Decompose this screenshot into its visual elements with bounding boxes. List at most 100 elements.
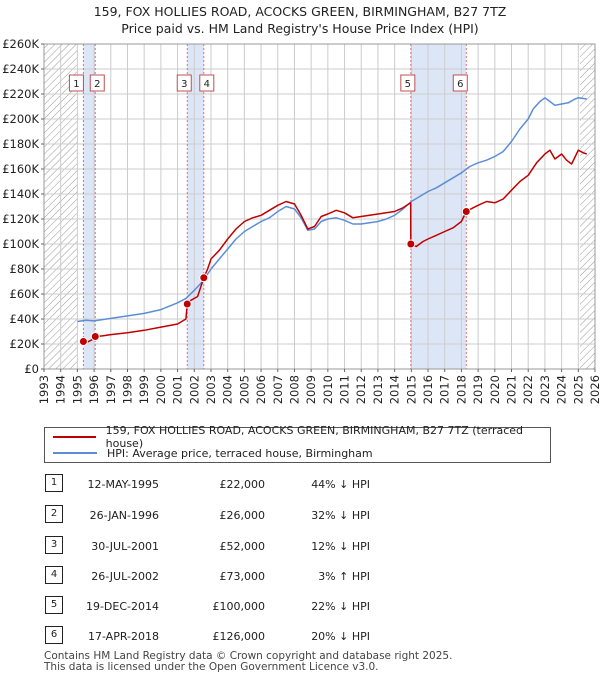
legend-swatch-property xyxy=(53,436,96,438)
x-tick-label: 2001 xyxy=(171,375,185,404)
x-tick-label: 2015 xyxy=(404,375,418,404)
table-row: 1 12-MAY-1995 £22,000 44% ↓ HPI xyxy=(0,474,600,498)
transaction-label-box-2 xyxy=(89,74,105,92)
x-tick-label: 2016 xyxy=(421,375,435,404)
shaded-band-0 xyxy=(83,44,96,369)
x-tick-label: 2000 xyxy=(154,375,168,404)
transaction-label-4: 4 xyxy=(204,79,210,90)
x-tick-label: 1993 xyxy=(37,375,51,404)
row-hpi-change: 12% ↓ HPI xyxy=(311,540,370,553)
x-tick-label: 2005 xyxy=(237,375,251,404)
y-tick-label: £180K xyxy=(2,137,39,151)
x-tick-label: 2018 xyxy=(454,375,468,404)
row-price: £100,000 xyxy=(212,600,266,613)
price-chart: 1 2 3 4 5 6 £0 £20K £40K £60K £80K £100K £120K £140K… xyxy=(2,37,600,404)
row-date: 30-JUL-2001 xyxy=(91,540,159,553)
series-line-hpi xyxy=(77,97,587,323)
transaction-label-box-4 xyxy=(199,74,215,92)
transaction-label-6: 6 xyxy=(457,79,463,90)
y-tick-label: £240K xyxy=(2,62,39,76)
legend-item-property: 159, FOX HOLLIES ROAD, ACOCKS GREEN, BIR… xyxy=(45,424,550,450)
row-price: £52,000 xyxy=(219,540,266,553)
x-tick-label: 1997 xyxy=(104,375,118,404)
y-tick-label: £40K xyxy=(10,312,40,326)
footer-attribution: Contains HM Land Registry data © Crown c… xyxy=(44,651,452,673)
x-tick-label: 2026 xyxy=(588,375,600,404)
y-tick-label: £100K xyxy=(2,237,39,251)
table-row: 3 30-JUL-2001 £52,000 12% ↓ HPI xyxy=(0,536,600,560)
y-tick-label: £220K xyxy=(2,87,39,101)
y-tick-label: £80K xyxy=(10,262,40,276)
shaded-band-2 xyxy=(410,44,467,369)
row-date: 17-APR-2018 xyxy=(87,630,159,643)
legend-item-hpi: HPI: Average price, terraced house, Birm… xyxy=(45,445,373,461)
row-hpi-change: 20% ↓ HPI xyxy=(311,630,370,643)
x-tick-label: 2007 xyxy=(271,375,285,404)
y-tick-label: £20K xyxy=(10,337,40,351)
transaction-marker-2 xyxy=(90,332,100,341)
y-tick-label: £200K xyxy=(2,112,39,126)
footer-line1: Contains HM Land Registry data © Crown c… xyxy=(44,650,453,662)
row-price: £22,000 xyxy=(219,478,266,491)
hatched-region-1 xyxy=(579,44,595,369)
transaction-marker-6 xyxy=(461,207,471,216)
row-price: £73,000 xyxy=(219,570,266,583)
x-tick-label: 1996 xyxy=(87,375,101,404)
x-tick-label: 2006 xyxy=(254,375,268,404)
transaction-label-5: 5 xyxy=(405,79,411,90)
row-price: £126,000 xyxy=(212,630,266,643)
x-tick-label: 2012 xyxy=(354,375,368,404)
transaction-label-1: 1 xyxy=(73,79,79,90)
y-tick-label: £0 xyxy=(24,362,39,376)
table-row: 4 26-JUL-2002 £73,000 3% ↑ HPI xyxy=(0,566,600,590)
x-tick-label: 2009 xyxy=(304,375,318,404)
x-tick-label: 2014 xyxy=(388,375,402,404)
legend-swatch-hpi xyxy=(53,452,97,454)
x-tick-label: 2008 xyxy=(287,375,301,404)
transaction-label-box-5 xyxy=(400,74,416,92)
transaction-marker-5 xyxy=(406,239,416,249)
table-row: 6 17-APR-2018 £126,000 20% ↓ HPI xyxy=(0,626,600,650)
transaction-label-3: 3 xyxy=(181,79,187,90)
x-tick-label: 1998 xyxy=(120,375,134,404)
row-number-badge: 4 xyxy=(45,566,63,584)
row-hpi-change: 44% ↓ HPI xyxy=(311,478,370,491)
table-row: 2 26-JAN-1996 £26,000 32% ↓ HPI xyxy=(0,505,600,529)
x-tick-label: 2021 xyxy=(505,375,519,404)
row-price: £26,000 xyxy=(219,509,266,522)
transaction-label-box-3 xyxy=(176,74,192,92)
x-tick-label: 2022 xyxy=(521,375,535,404)
row-hpi-change: 32% ↓ HPI xyxy=(311,509,370,522)
x-tick-label: 1999 xyxy=(137,375,151,404)
x-tick-label: 2025 xyxy=(571,375,585,404)
x-tick-label: 2003 xyxy=(204,375,218,404)
x-tick-label: 2011 xyxy=(338,375,352,404)
x-tick-label: 1995 xyxy=(70,375,84,404)
x-tick-label: 2020 xyxy=(488,375,502,404)
chart-legend: 159, FOX HOLLIES ROAD, ACOCKS GREEN, BIR… xyxy=(44,424,551,463)
y-tick-label: £140K xyxy=(2,187,39,201)
row-hpi-change: 3% ↑ HPI xyxy=(318,570,370,583)
row-date: 26-JAN-1996 xyxy=(89,509,159,522)
transaction-label-2: 2 xyxy=(94,79,100,90)
row-number-badge: 2 xyxy=(45,505,63,523)
x-tick-label: 2010 xyxy=(321,375,335,404)
row-hpi-change: 22% ↓ HPI xyxy=(311,600,370,613)
x-tick-label: 2017 xyxy=(438,375,452,404)
x-tick-label: 2019 xyxy=(471,375,485,404)
row-number-badge: 3 xyxy=(45,536,63,554)
transaction-label-box-1 xyxy=(68,74,84,92)
footer-line2: This data is licensed under the Open Gov… xyxy=(44,661,379,673)
x-tick-label: 1994 xyxy=(54,375,68,404)
table-row: 5 19-DEC-2014 £100,000 22% ↓ HPI xyxy=(0,596,600,620)
row-date: 19-DEC-2014 xyxy=(85,600,159,613)
row-date: 12-MAY-1995 xyxy=(87,478,159,491)
x-tick-label: 2013 xyxy=(371,375,385,404)
y-tick-label: £120K xyxy=(2,212,39,226)
transaction-label-box-6 xyxy=(452,74,468,92)
row-date: 26-JUL-2002 xyxy=(91,570,159,583)
x-tick-label: 2002 xyxy=(187,375,201,404)
transaction-marker-4 xyxy=(199,273,209,283)
plot-frame xyxy=(43,43,596,370)
y-tick-label: £260K xyxy=(2,37,39,51)
